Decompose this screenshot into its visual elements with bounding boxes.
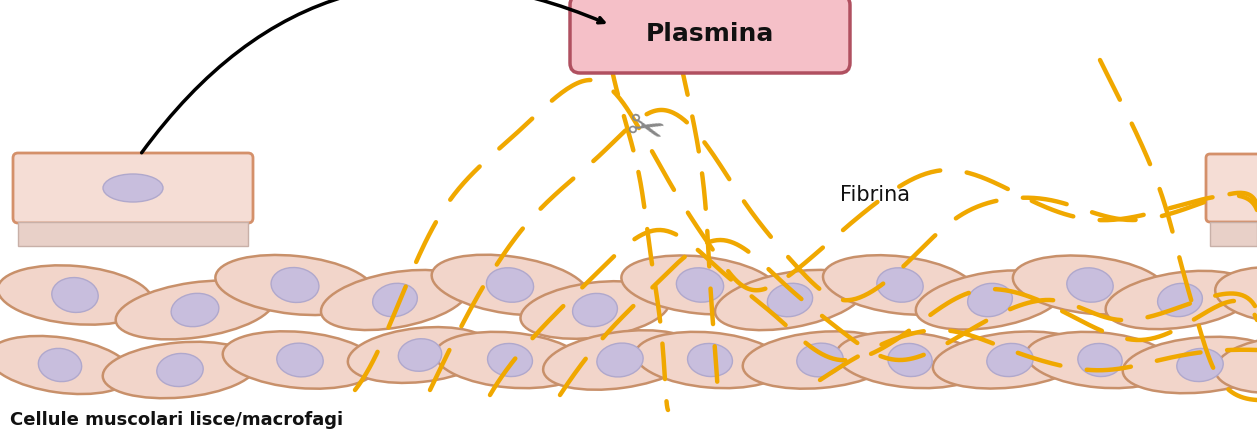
Text: ✂: ✂ [621,104,669,156]
Ellipse shape [488,344,533,377]
Ellipse shape [1177,348,1223,381]
Ellipse shape [171,293,219,326]
Text: Cellule muscolari lisce/macrofagi: Cellule muscolari lisce/macrofagi [10,411,343,429]
Ellipse shape [877,268,923,302]
Ellipse shape [39,348,82,381]
Ellipse shape [933,331,1087,389]
Ellipse shape [1026,332,1174,388]
Ellipse shape [1158,283,1203,317]
Ellipse shape [103,342,258,398]
FancyBboxPatch shape [569,0,850,73]
Ellipse shape [767,283,812,317]
Ellipse shape [836,332,984,388]
Text: Fibrina: Fibrina [840,185,910,205]
Ellipse shape [1106,271,1254,329]
Ellipse shape [486,268,533,302]
Ellipse shape [743,331,897,389]
Ellipse shape [823,255,977,315]
Ellipse shape [215,255,375,315]
Ellipse shape [987,343,1033,377]
Bar [18,222,248,246]
Ellipse shape [916,271,1065,330]
Ellipse shape [1067,268,1114,302]
Ellipse shape [0,265,152,325]
Ellipse shape [1216,337,1257,393]
Ellipse shape [1013,256,1168,315]
Ellipse shape [715,270,865,330]
Ellipse shape [116,281,274,339]
Ellipse shape [52,278,98,312]
Text: Plasmina: Plasmina [646,22,774,46]
Ellipse shape [597,343,644,377]
Ellipse shape [543,330,696,390]
Ellipse shape [272,268,319,302]
Ellipse shape [573,293,617,326]
Ellipse shape [277,343,323,377]
Ellipse shape [520,281,670,339]
Ellipse shape [103,174,163,202]
Ellipse shape [1216,267,1257,323]
Ellipse shape [348,327,493,383]
Ellipse shape [797,343,843,377]
Ellipse shape [1077,344,1123,377]
Ellipse shape [621,256,778,315]
Ellipse shape [1123,337,1257,393]
Ellipse shape [0,336,132,394]
Ellipse shape [157,353,204,387]
Ellipse shape [676,268,724,302]
Ellipse shape [635,332,784,388]
Ellipse shape [222,331,377,389]
Ellipse shape [968,283,1012,317]
Ellipse shape [398,339,441,371]
Bar [1210,222,1257,246]
Ellipse shape [435,332,585,388]
Ellipse shape [887,344,933,377]
Ellipse shape [372,283,417,317]
FancyBboxPatch shape [13,153,253,223]
Ellipse shape [688,344,733,377]
Ellipse shape [321,270,469,330]
FancyBboxPatch shape [1205,154,1257,222]
Ellipse shape [431,255,588,315]
